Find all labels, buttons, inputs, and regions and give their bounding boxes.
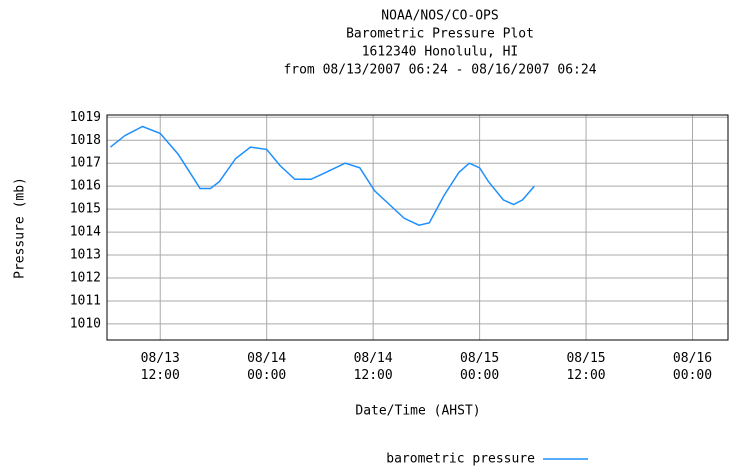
x-tick-label: 08/13 12:00 (140, 351, 180, 383)
title-line: 1612340 Honolulu, HI (362, 45, 519, 60)
y-tick-label: 1014 (70, 225, 101, 240)
y-tick-label: 1018 (70, 133, 101, 148)
x-axis-label: Date/Time (AHST) (355, 404, 480, 419)
y-tick-label: 1017 (70, 156, 101, 171)
title-line: from 08/13/2007 06:24 - 08/16/2007 06:24 (283, 63, 596, 78)
y-tick-label: 1016 (70, 179, 101, 194)
x-tick-label: 08/14 12:00 (353, 351, 393, 383)
x-tick-label: 08/15 12:00 (566, 351, 606, 383)
y-tick-label: 1013 (70, 248, 101, 263)
y-tick-label: 1010 (70, 316, 101, 331)
legend-label: barometric pressure (386, 452, 535, 467)
y-tick-label: 1011 (70, 293, 101, 308)
x-tick-label: 08/16 00:00 (672, 351, 713, 383)
data-line (110, 125, 535, 226)
title-line: NOAA/NOS/CO-OPS (381, 9, 498, 24)
y-tick-label: 1012 (70, 271, 101, 286)
y-tick-label: 1019 (70, 110, 101, 125)
x-tick-label: 08/14 00:00 (247, 351, 287, 383)
plot-frame (106, 114, 729, 341)
title-line: Barometric Pressure Plot (346, 27, 534, 42)
y-tick-label: 1015 (70, 202, 101, 217)
y-axis-label: Pressure (mb) (13, 177, 28, 279)
x-tick-label: 08/15 00:00 (460, 351, 500, 383)
